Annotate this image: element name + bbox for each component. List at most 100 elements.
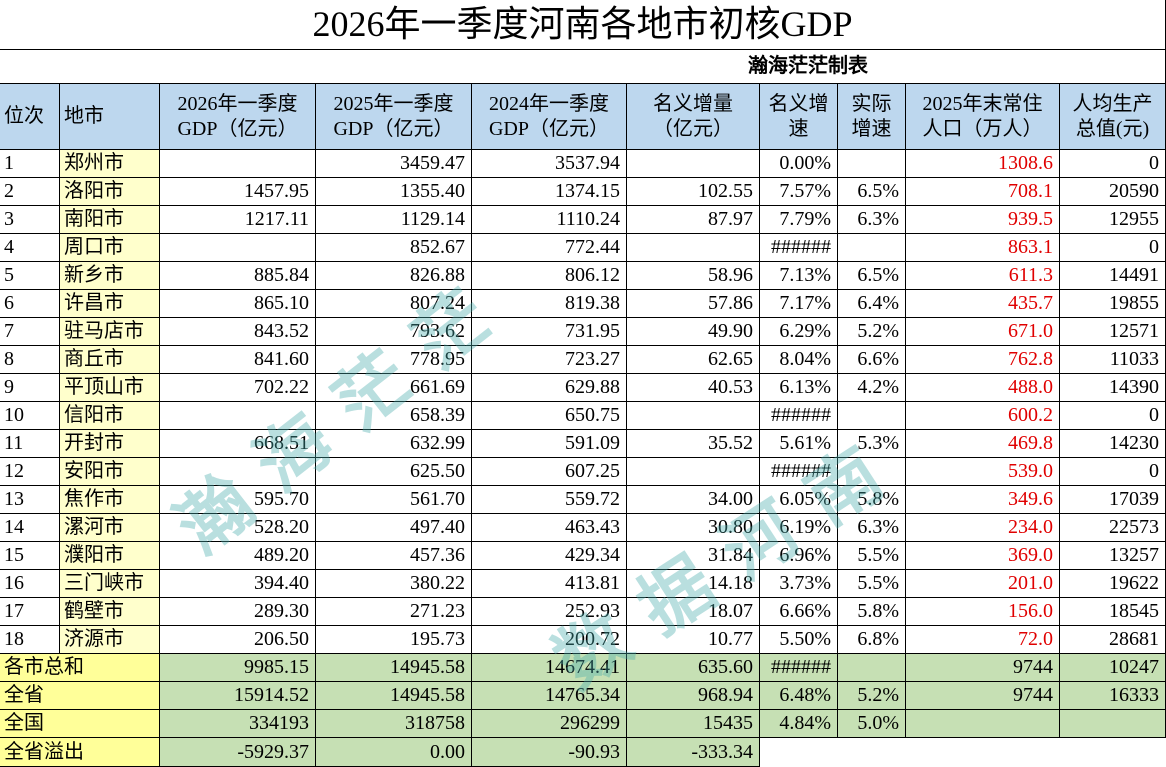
data-cell: 102.55 bbox=[627, 178, 760, 206]
data-cell: 723.27 bbox=[472, 346, 627, 374]
data-cell: 11 bbox=[0, 430, 60, 458]
data-cell: 625.50 bbox=[316, 458, 472, 486]
summary-cell: -90.93 bbox=[472, 738, 627, 767]
data-cell: 17 bbox=[0, 598, 60, 626]
data-cell: 807.24 bbox=[316, 290, 472, 318]
data-cell: 0 bbox=[1060, 458, 1166, 486]
summary-cell bbox=[1060, 710, 1166, 738]
data-cell: 600.2 bbox=[906, 402, 1060, 430]
data-cell: 5.61% bbox=[760, 430, 838, 458]
data-cell: 819.38 bbox=[472, 290, 627, 318]
data-cell: 661.69 bbox=[316, 374, 472, 402]
data-cell bbox=[838, 402, 906, 430]
data-cell: 13 bbox=[0, 486, 60, 514]
data-cell: 28681 bbox=[1060, 626, 1166, 654]
summary-cell: 9985.15 bbox=[160, 654, 316, 682]
data-cell: 14491 bbox=[1060, 262, 1166, 290]
summary-cell: -333.34 bbox=[627, 738, 760, 767]
data-cell: 671.0 bbox=[906, 318, 1060, 346]
header-cell: 实际 增速 bbox=[838, 84, 906, 150]
summary-label: 全国 bbox=[0, 710, 160, 738]
header-cell: 名义增量 （亿元） bbox=[627, 84, 760, 150]
data-cell: 539.0 bbox=[906, 458, 1060, 486]
data-cell: 2 bbox=[0, 178, 60, 206]
data-cell: 5.5% bbox=[838, 570, 906, 598]
data-cell: 559.72 bbox=[472, 486, 627, 514]
data-cell bbox=[160, 234, 316, 262]
data-cell: 22573 bbox=[1060, 514, 1166, 542]
data-cell bbox=[838, 234, 906, 262]
summary-cell: 15914.52 bbox=[160, 682, 316, 710]
data-cell: 611.3 bbox=[906, 262, 1060, 290]
data-cell: 156.0 bbox=[906, 598, 1060, 626]
data-cell bbox=[627, 234, 760, 262]
data-cell: 394.40 bbox=[160, 570, 316, 598]
data-cell: 497.40 bbox=[316, 514, 472, 542]
data-cell: 40.53 bbox=[627, 374, 760, 402]
data-cell: 14 bbox=[0, 514, 60, 542]
data-cell: 14.18 bbox=[627, 570, 760, 598]
data-cell: 10.77 bbox=[627, 626, 760, 654]
summary-cell: 318758 bbox=[316, 710, 472, 738]
summary-cell: 9744 bbox=[906, 682, 1060, 710]
data-cell: 7.57% bbox=[760, 178, 838, 206]
summary-cell: 635.60 bbox=[627, 654, 760, 682]
data-cell: 6.19% bbox=[760, 514, 838, 542]
data-cell: 429.34 bbox=[472, 542, 627, 570]
summary-cell: 14765.34 bbox=[472, 682, 627, 710]
data-cell: 1308.6 bbox=[906, 150, 1060, 178]
city-cell: 开封市 bbox=[60, 430, 160, 458]
city-cell: 商丘市 bbox=[60, 346, 160, 374]
data-cell: 595.70 bbox=[160, 486, 316, 514]
data-cell: 1457.95 bbox=[160, 178, 316, 206]
city-cell: 南阳市 bbox=[60, 206, 160, 234]
data-cell: 57.86 bbox=[627, 290, 760, 318]
summary-cell: 296299 bbox=[472, 710, 627, 738]
data-cell: 14230 bbox=[1060, 430, 1166, 458]
data-cell bbox=[627, 150, 760, 178]
summary-cell: 16333 bbox=[1060, 682, 1166, 710]
data-cell: 939.5 bbox=[906, 206, 1060, 234]
data-cell: 629.88 bbox=[472, 374, 627, 402]
data-cell: 885.84 bbox=[160, 262, 316, 290]
city-cell: 鹤壁市 bbox=[60, 598, 160, 626]
data-cell: 10 bbox=[0, 402, 60, 430]
data-cell: 852.67 bbox=[316, 234, 472, 262]
data-cell: 469.8 bbox=[906, 430, 1060, 458]
data-cell: 9 bbox=[0, 374, 60, 402]
data-cell: 413.81 bbox=[472, 570, 627, 598]
data-cell: 668.51 bbox=[160, 430, 316, 458]
data-cell: 200.72 bbox=[472, 626, 627, 654]
data-cell: 252.93 bbox=[472, 598, 627, 626]
data-cell bbox=[838, 458, 906, 486]
data-cell: 6.05% bbox=[760, 486, 838, 514]
data-cell: 1 bbox=[0, 150, 60, 178]
summary-cell: 334193 bbox=[160, 710, 316, 738]
data-cell: 12571 bbox=[1060, 318, 1166, 346]
summary-cell: 15435 bbox=[627, 710, 760, 738]
data-cell: 6 bbox=[0, 290, 60, 318]
data-cell: 8.04% bbox=[760, 346, 838, 374]
data-cell: 865.10 bbox=[160, 290, 316, 318]
data-cell: 7.79% bbox=[760, 206, 838, 234]
data-cell: 3537.94 bbox=[472, 150, 627, 178]
data-cell: 6.8% bbox=[838, 626, 906, 654]
data-cell bbox=[838, 150, 906, 178]
summary-cell: 14674.41 bbox=[472, 654, 627, 682]
data-cell: 6.66% bbox=[760, 598, 838, 626]
data-cell: 5.5% bbox=[838, 542, 906, 570]
city-cell: 许昌市 bbox=[60, 290, 160, 318]
data-cell: 463.43 bbox=[472, 514, 627, 542]
city-cell: 洛阳市 bbox=[60, 178, 160, 206]
summary-cell: 10247 bbox=[1060, 654, 1166, 682]
city-cell: 安阳市 bbox=[60, 458, 160, 486]
data-cell bbox=[160, 402, 316, 430]
data-cell: 87.97 bbox=[627, 206, 760, 234]
data-cell: 234.0 bbox=[906, 514, 1060, 542]
data-cell: 632.99 bbox=[316, 430, 472, 458]
data-cell: 0 bbox=[1060, 234, 1166, 262]
data-cell: 528.20 bbox=[160, 514, 316, 542]
data-cell: 3459.47 bbox=[316, 150, 472, 178]
data-cell: 0.00% bbox=[760, 150, 838, 178]
data-cell: 1110.24 bbox=[472, 206, 627, 234]
